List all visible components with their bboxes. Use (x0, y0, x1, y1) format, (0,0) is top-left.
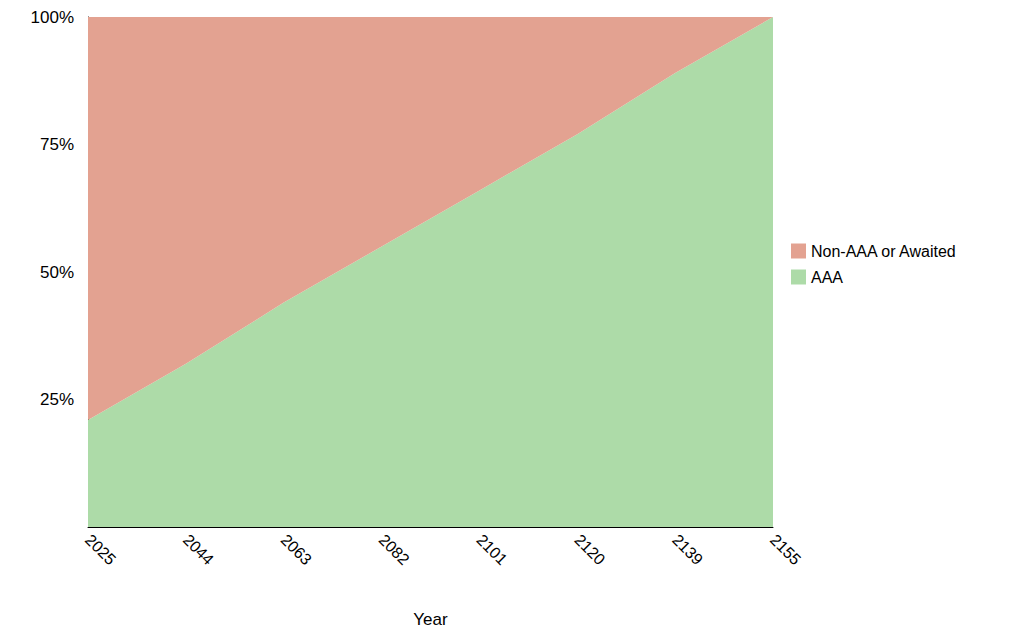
svg-text:2063: 2063 (278, 531, 315, 568)
svg-text:Non-AAA or Awaited: Non-AAA or Awaited (811, 243, 956, 260)
svg-text:75%: 75% (40, 135, 74, 154)
svg-text:2155: 2155 (767, 531, 804, 568)
svg-text:AAA: AAA (811, 269, 843, 286)
svg-text:2120: 2120 (571, 531, 608, 568)
svg-text:50%: 50% (40, 263, 74, 282)
svg-text:2082: 2082 (376, 531, 413, 568)
svg-text:2044: 2044 (180, 531, 217, 568)
svg-text:25%: 25% (40, 390, 74, 409)
svg-text:100%: 100% (31, 8, 74, 27)
svg-text:2139: 2139 (669, 531, 706, 568)
svg-text:Year: Year (413, 610, 448, 629)
svg-text:2101: 2101 (473, 531, 510, 568)
svg-text:2025: 2025 (82, 531, 119, 568)
